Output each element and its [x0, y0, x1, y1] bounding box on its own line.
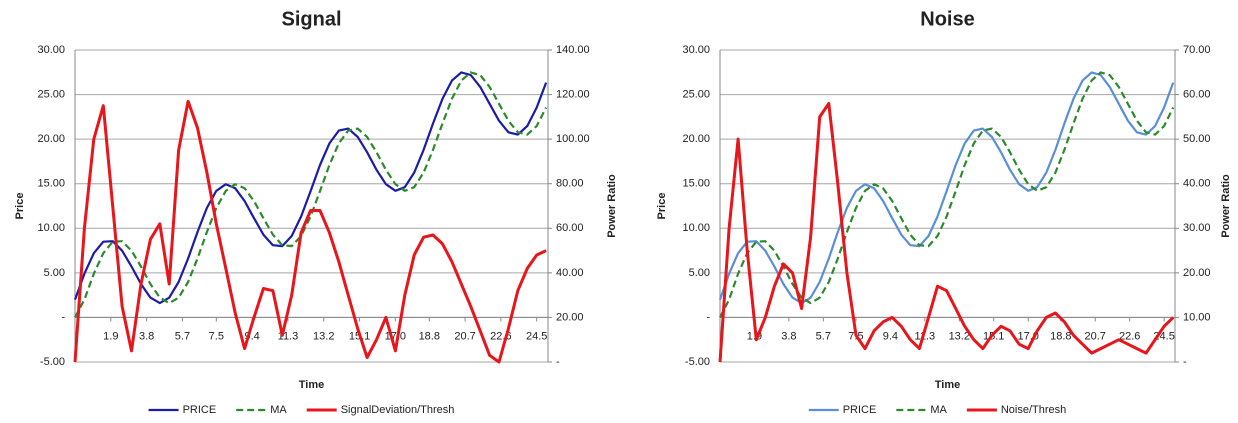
y2-tick-label: 100.00 [556, 133, 590, 145]
y-tick-label: 5.00 [44, 267, 65, 279]
y-tick-label: 5.00 [689, 267, 710, 279]
x-tick-label: 3.8 [781, 330, 796, 342]
y-tick-label: 25.00 [682, 88, 710, 100]
series-line [74, 71, 548, 318]
legend-label: PRICE [843, 404, 877, 416]
y2-axis-title: Power Ratio [606, 174, 618, 238]
y2-tick-label: 20.00 [556, 311, 584, 323]
x-tick-label: 5.7 [175, 330, 190, 342]
y-tick-label: 15.00 [682, 178, 710, 190]
legend-label: MA [270, 404, 287, 416]
x-tick-label: 9.4 [883, 330, 898, 342]
legend-label: Noise/Thresh [1001, 404, 1066, 416]
y2-tick-label: 30.00 [1183, 222, 1211, 234]
y-axis-title: Price [656, 193, 668, 220]
y-tick-label: 20.00 [37, 133, 65, 145]
y-tick-label: - [706, 311, 710, 323]
y-tick-label: 30.00 [682, 44, 710, 56]
x-tick-label: 13.2 [313, 330, 334, 342]
x-tick-label: 13.2 [949, 330, 970, 342]
series-line [73, 99, 547, 364]
y-tick-label: 10.00 [37, 222, 65, 234]
x-tick-label: 3.8 [139, 330, 154, 342]
legend-label: SignalDeviation/Thresh [341, 404, 455, 416]
y2-tick-label: 60.00 [556, 222, 584, 234]
x-tick-label: 7.5 [209, 330, 224, 342]
y2-tick-label: 50.00 [1183, 133, 1211, 145]
x-tick-label: 20.7 [1085, 330, 1106, 342]
y-tick-label: -5.00 [40, 356, 65, 368]
x-axis-title: Time [935, 379, 960, 391]
y-tick-label: - [61, 311, 65, 323]
x-tick-label: 22.6 [1119, 330, 1140, 342]
y2-tick-label: - [1183, 356, 1187, 368]
y-tick-label: 20.00 [682, 133, 710, 145]
series-line [719, 71, 1175, 318]
y-axis-title: Price [14, 193, 26, 220]
y2-tick-label: - [556, 356, 560, 368]
x-tick-label: 20.7 [454, 330, 475, 342]
x-tick-label: 17.0 [385, 330, 406, 342]
y2-tick-label: 40.00 [556, 267, 584, 279]
y-tick-label: 30.00 [37, 44, 65, 56]
legend-label: PRICE [183, 404, 217, 416]
x-axis-title: Time [299, 379, 324, 391]
series-line [718, 102, 1175, 363]
y-tick-label: 25.00 [37, 88, 65, 100]
y2-axis-title: Power Ratio [1220, 174, 1232, 238]
y2-tick-label: 120.00 [556, 88, 590, 100]
series-line [718, 71, 1175, 305]
chart-title: Noise [920, 8, 974, 30]
y2-tick-label: 60.00 [1183, 88, 1211, 100]
y2-tick-label: 70.00 [1183, 44, 1211, 56]
x-tick-label: 1.9 [103, 330, 118, 342]
y2-tick-label: 20.00 [1183, 267, 1211, 279]
y2-tick-label: 40.00 [1183, 178, 1211, 190]
x-tick-label: 11.3 [915, 330, 936, 342]
y2-tick-label: 10.00 [1183, 311, 1211, 323]
y-tick-label: -5.00 [685, 356, 710, 368]
chart-title: Signal [281, 8, 341, 30]
y-tick-label: 10.00 [682, 222, 710, 234]
legend-label: MA [930, 404, 947, 416]
y-tick-label: 15.00 [37, 178, 65, 190]
y2-tick-label: 140.00 [556, 44, 590, 56]
x-tick-label: 5.7 [816, 330, 831, 342]
series-line [73, 71, 548, 305]
x-tick-label: 24.5 [526, 330, 547, 342]
x-tick-label: 18.8 [1050, 330, 1071, 342]
y2-tick-label: 80.00 [556, 178, 584, 190]
x-tick-label: 18.8 [419, 330, 440, 342]
